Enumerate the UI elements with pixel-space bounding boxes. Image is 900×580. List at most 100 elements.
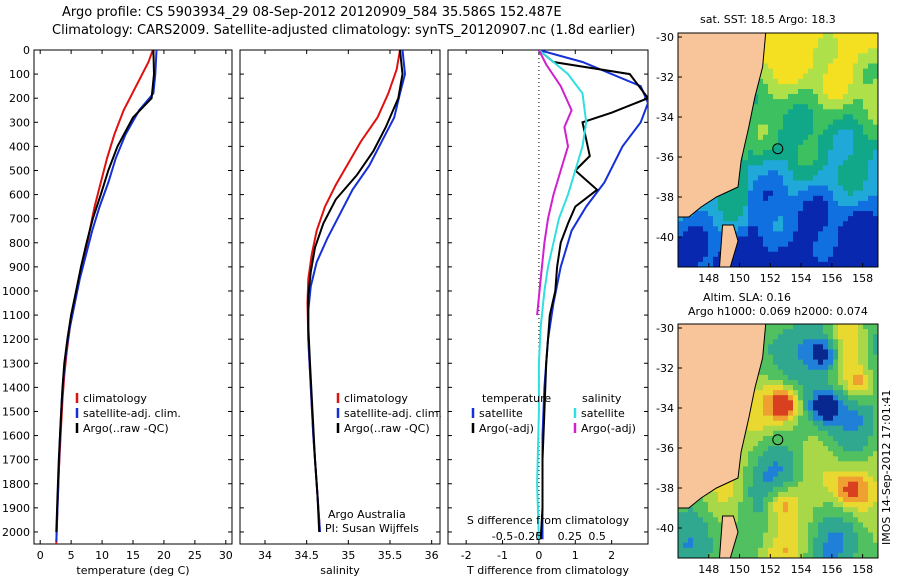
map-cell xyxy=(843,435,849,442)
map-cell xyxy=(693,532,699,539)
map-cell xyxy=(828,512,834,518)
map-cell xyxy=(793,73,799,80)
map-cell xyxy=(678,527,684,534)
map-cell xyxy=(798,221,804,227)
map-cell xyxy=(763,251,769,258)
map-cell xyxy=(838,175,844,182)
map-cell xyxy=(848,415,854,422)
map-cell xyxy=(773,415,779,422)
map-cell xyxy=(833,53,839,59)
map-cell xyxy=(753,476,759,483)
map-cell xyxy=(873,236,878,243)
map-cell xyxy=(678,552,684,558)
map-cell xyxy=(773,486,779,493)
map-cell xyxy=(838,150,844,156)
map-cell xyxy=(713,507,719,513)
map-cell xyxy=(838,537,844,544)
map-cell xyxy=(798,38,804,44)
map-cell xyxy=(803,334,809,340)
map-cell xyxy=(803,502,809,508)
map-cell xyxy=(758,241,764,248)
map-cell xyxy=(763,160,769,166)
map-cell xyxy=(833,497,839,503)
map-cell xyxy=(808,441,814,447)
map-cell xyxy=(818,251,824,258)
map-cell xyxy=(763,78,769,85)
map-cell xyxy=(773,491,779,498)
map-cell xyxy=(843,420,849,427)
map-cell xyxy=(858,486,864,493)
series-group xyxy=(536,50,648,544)
map-cell xyxy=(843,441,849,447)
map-cell xyxy=(733,507,739,513)
map-cell xyxy=(788,527,794,534)
map-cell xyxy=(763,63,769,70)
map-cell xyxy=(808,497,814,503)
map-cell xyxy=(868,430,874,437)
map-cell xyxy=(743,430,749,437)
map-cell xyxy=(818,491,824,498)
map-cell xyxy=(703,261,709,267)
map-cell xyxy=(828,63,834,70)
map-cell xyxy=(843,119,849,126)
map-cell xyxy=(778,456,784,462)
map-cell xyxy=(818,461,824,467)
map-cell xyxy=(688,542,694,549)
map-cell xyxy=(868,522,874,529)
map-cell xyxy=(703,507,709,513)
map-cell xyxy=(728,216,734,222)
map-cell xyxy=(868,461,874,467)
map-cell xyxy=(843,339,849,345)
map-cell xyxy=(868,83,874,90)
y-tick-label: -36 xyxy=(656,442,674,455)
map-cell xyxy=(828,185,834,192)
map-cell xyxy=(753,256,759,263)
map-cell xyxy=(773,43,779,49)
map-cell xyxy=(828,195,834,202)
map-cell xyxy=(848,256,854,263)
map-cell xyxy=(858,420,864,427)
map-cell xyxy=(813,73,819,80)
map-cell xyxy=(773,231,779,238)
map-cell xyxy=(758,104,764,110)
map-cell xyxy=(748,466,754,473)
map-cell xyxy=(793,124,799,131)
map-cell xyxy=(843,211,849,217)
map-cell xyxy=(778,435,784,442)
map-cell xyxy=(803,155,809,161)
map-cell xyxy=(713,195,719,202)
map-cell xyxy=(758,532,764,539)
map-cell xyxy=(843,410,849,417)
map-cell xyxy=(738,251,744,258)
map-cell xyxy=(768,170,774,176)
map-cell xyxy=(868,139,874,146)
map-cell xyxy=(768,425,774,432)
map-cell xyxy=(808,547,814,554)
map-cell xyxy=(758,195,764,202)
map-cell xyxy=(808,200,814,207)
map-cell xyxy=(858,430,864,437)
map-cell xyxy=(818,63,824,70)
map-cell xyxy=(853,359,859,366)
map-cell xyxy=(803,226,809,232)
map-cell xyxy=(793,339,799,345)
map-cell xyxy=(808,139,814,146)
map-cell xyxy=(838,354,844,361)
map-cell xyxy=(783,180,789,187)
map-cell xyxy=(788,150,794,156)
map-cell xyxy=(873,364,878,371)
map-cell xyxy=(713,532,719,539)
map-cell xyxy=(793,68,799,75)
map-cell xyxy=(808,221,814,227)
map-cell xyxy=(783,466,789,473)
argo-position-marker xyxy=(772,434,784,446)
map-cell xyxy=(818,99,824,105)
map-cell xyxy=(768,471,774,478)
map-cell xyxy=(873,430,878,437)
map-cell xyxy=(753,144,759,151)
map-cell xyxy=(818,374,824,381)
map-cell xyxy=(843,129,849,136)
map-cell xyxy=(788,89,794,95)
map-cell xyxy=(838,134,844,141)
map-cell xyxy=(868,94,874,100)
